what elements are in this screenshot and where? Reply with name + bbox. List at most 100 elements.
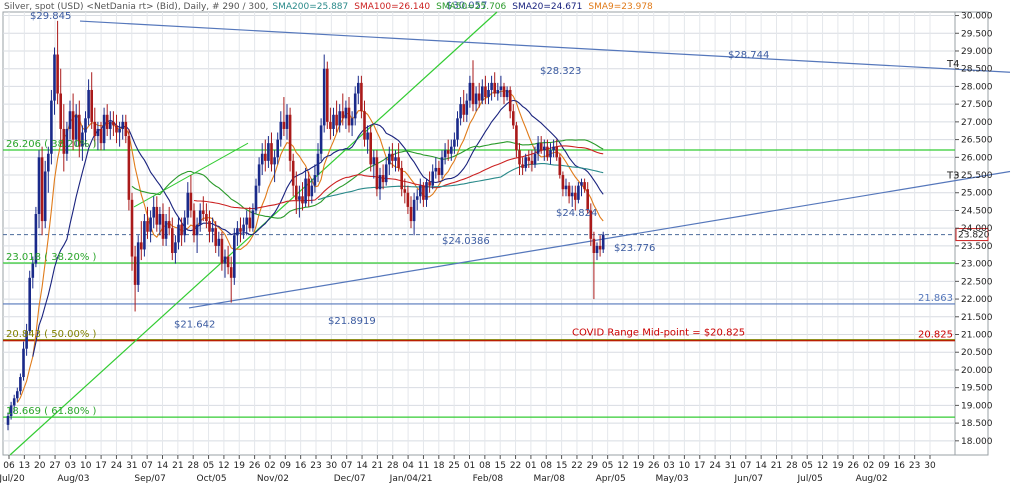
trend-line-t3 <box>188 170 1011 309</box>
candle-body-134 <box>422 185 425 200</box>
candle-body-120 <box>378 175 382 190</box>
candle-body-7 <box>28 277 31 331</box>
x-day-label-44: 10 <box>679 461 691 471</box>
candle-body-65 <box>208 221 211 232</box>
candle-body-42 <box>136 242 140 285</box>
candle-body-68 <box>217 238 221 246</box>
candle-body-185 <box>580 182 583 186</box>
candle-body-180 <box>564 185 568 190</box>
candle-body-189 <box>592 238 596 253</box>
x-month-label-9: Apr/05 <box>596 474 626 484</box>
candle-body-149 <box>468 82 472 101</box>
candle-body-151 <box>474 93 478 105</box>
candle-body-141 <box>443 150 447 158</box>
candle-body-88 <box>279 121 283 140</box>
candle-body-192 <box>601 234 605 250</box>
candle-body-64 <box>205 214 208 222</box>
x-day-label-49: 14 <box>755 461 767 471</box>
x-day-label-15: 19 <box>234 461 246 471</box>
candle-body-101 <box>319 125 323 154</box>
candle-body-148 <box>465 100 469 115</box>
candle-body-168 <box>527 157 531 161</box>
x-month-label-5: Dec/07 <box>334 474 366 484</box>
level-label-2: 21.863 <box>918 293 953 304</box>
candle-body-167 <box>524 157 527 168</box>
candle-body-48 <box>155 206 159 225</box>
candle-body-126 <box>397 157 400 168</box>
candle-body-98 <box>310 185 314 197</box>
y-tick-label-14: 23.000 <box>961 260 993 270</box>
candle-body-143 <box>450 146 453 154</box>
candle-body-112 <box>353 93 357 119</box>
price-label-1: $30.057 <box>446 0 487 11</box>
candle-body-84 <box>267 143 270 161</box>
candle-body-150 <box>471 82 475 105</box>
x-day-label-30: 01 <box>464 461 475 471</box>
candle-body-79 <box>251 210 255 229</box>
x-day-label-41: 19 <box>633 461 645 471</box>
candle-body-100 <box>316 153 320 176</box>
candle-body-161 <box>505 89 509 98</box>
candle-body-140 <box>440 157 444 176</box>
horizontal-levels: 23.820 <box>3 149 990 418</box>
candle-body-40 <box>130 199 134 257</box>
candle-body-183 <box>574 192 577 200</box>
candle-body-25 <box>84 118 87 133</box>
candle-body-41 <box>133 256 137 285</box>
x-day-label-31: 08 <box>479 461 491 471</box>
trend-line-t4 <box>79 20 1011 73</box>
x-day-label-48: 07 <box>740 461 751 471</box>
candle-body-147 <box>462 104 465 115</box>
y-axis-ticks: 30.000 29.500 29.000 28.500 28.000 27.500 27.0… <box>955 12 993 447</box>
candle-body-24 <box>81 132 84 147</box>
price-label-5: $21.8919 <box>328 316 376 327</box>
y-tick-label-9: 25.500 <box>961 171 993 181</box>
x-day-label-39: 05 <box>602 461 613 471</box>
x-day-label-50: 21 <box>771 461 782 471</box>
candle-body-108 <box>341 111 345 119</box>
candle-body-53 <box>171 228 174 253</box>
candle-body-49 <box>158 214 162 225</box>
candle-body-170 <box>533 153 537 165</box>
x-month-label-8: Mar/08 <box>534 474 566 484</box>
candle-body-74 <box>236 228 239 236</box>
x-day-label-0: 06 <box>3 461 15 471</box>
instrument-title: Silver, spot (USD) <NetDania rt> (Bid), … <box>4 2 268 12</box>
indicator-label-0: SMA200=25.887 <box>272 2 348 12</box>
trend-label-t4: T4 <box>946 59 959 70</box>
candle-body-182 <box>570 192 574 197</box>
candle-body-97 <box>307 178 310 197</box>
candle-body-119 <box>375 157 379 190</box>
x-day-label-55: 26 <box>848 461 860 471</box>
candle-body-181 <box>567 185 571 197</box>
x-day-label-38: 29 <box>587 461 599 471</box>
candle-body-131 <box>412 199 416 222</box>
candle-body-52 <box>167 221 171 229</box>
x-day-label-36: 15 <box>556 461 567 471</box>
level-label-0: 26.206 ( 38.20% ) <box>6 139 97 150</box>
y-tick-label-4: 28.000 <box>961 82 993 92</box>
candle-body-8 <box>31 263 35 278</box>
candle-body-159 <box>499 86 503 90</box>
y-tick-label-16: 22.000 <box>961 295 993 305</box>
candle-body-43 <box>140 242 143 250</box>
candle-body-80 <box>254 185 258 211</box>
candle-body-9 <box>34 214 38 264</box>
candle-body-190 <box>595 245 599 253</box>
candle-body-15 <box>53 54 56 101</box>
x-axis-ticks: 06 13 20 27 03 10 17 24 31 07 14 21 28 05 12 19 26 02 09 16… <box>0 455 936 484</box>
candle-body-124 <box>391 153 394 161</box>
candle-body-2 <box>12 398 16 406</box>
candle-body-17 <box>59 93 62 129</box>
x-day-label-47: 31 <box>725 461 736 471</box>
y-tick-label-23: 18.500 <box>961 419 993 429</box>
candle-body-114 <box>360 82 363 112</box>
x-day-label-57: 09 <box>878 461 890 471</box>
candle-body-76 <box>242 224 245 232</box>
candle-body-156 <box>490 82 493 90</box>
candle-body-89 <box>282 121 286 129</box>
candle-body-163 <box>512 111 515 126</box>
candle-body-179 <box>561 175 565 190</box>
x-day-label-34: 01 <box>525 461 536 471</box>
x-day-label-2: 20 <box>34 461 46 471</box>
